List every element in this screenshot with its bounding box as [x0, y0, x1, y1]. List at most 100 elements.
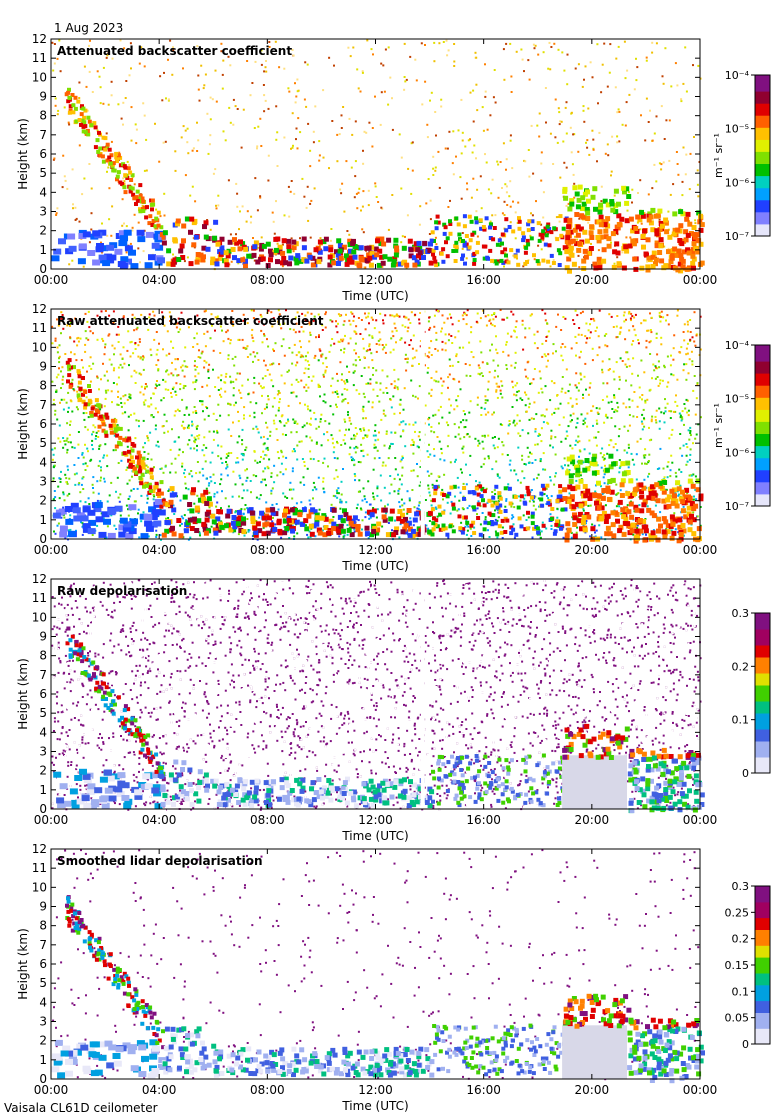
data-gap — [420, 579, 425, 809]
x-tick-label: 00:00 — [34, 273, 69, 287]
y-axis-label: Height (km) — [16, 658, 30, 729]
colorbar-tick-label: 0.2 — [732, 933, 750, 946]
x-axis-label: Time (UTC) — [341, 829, 408, 843]
y-tick-label: 9 — [39, 360, 47, 374]
x-tick-label: 16:00 — [466, 543, 501, 557]
x-tick-label: 04:00 — [142, 1083, 177, 1097]
y-tick-label: 2 — [39, 494, 47, 508]
y-tick-label: 10 — [32, 880, 47, 894]
y-tick-label: 3 — [39, 1015, 47, 1029]
y-tick-label: 8 — [39, 379, 47, 393]
y-tick-label: 7 — [39, 128, 47, 142]
heatmap-3 — [51, 579, 705, 814]
colorbar-unit-label: m⁻¹ sr⁻¹ — [712, 403, 725, 448]
y-tick-label: 5 — [39, 976, 47, 990]
colorbar-tick-label: 10⁻⁶ — [725, 446, 750, 459]
x-tick-label: 00:00 — [683, 1083, 718, 1097]
x-tick-label: 20:00 — [575, 1083, 610, 1097]
y-tick-label: 7 — [39, 938, 47, 952]
panel-2: Raw attenuated backscatter coefficient 0 1… — [16, 302, 771, 573]
colorbar-tick-label: 0 — [742, 1038, 749, 1051]
y-tick-label: 8 — [39, 109, 47, 123]
heatmap-2 — [51, 309, 704, 544]
colorbar-tick-label: 0.15 — [725, 959, 750, 972]
y-tick-label: 2 — [39, 764, 47, 778]
y-axis-label: Height (km) — [16, 118, 30, 189]
y-tick-label: 12 — [32, 842, 47, 856]
x-tick-label: 04:00 — [142, 813, 177, 827]
y-tick-label: 6 — [39, 147, 47, 161]
x-tick-label: 08:00 — [250, 543, 285, 557]
x-tick-label: 20:00 — [575, 813, 610, 827]
heatmap-4 — [51, 849, 705, 1084]
colorbar-tick-label: 10⁻⁵ — [725, 393, 749, 406]
y-tick-label: 1 — [39, 783, 47, 797]
colorbar-tick-label: 0.3 — [732, 607, 750, 620]
x-tick-label: 16:00 — [466, 1083, 501, 1097]
y-tick-label: 11 — [32, 51, 47, 65]
y-tick-label: 12 — [32, 302, 47, 316]
y-tick-label: 0 — [39, 802, 47, 816]
x-tick-label: 20:00 — [575, 543, 610, 557]
x-tick-label: 00:00 — [683, 813, 718, 827]
colorbar-tick-label: 10⁻⁷ — [725, 500, 749, 513]
colorbar-frame — [754, 344, 771, 507]
date-label: 1 Aug 2023 — [54, 21, 124, 35]
y-tick-label: 7 — [39, 398, 47, 412]
colorbar-tick-label: 0.1 — [732, 714, 750, 727]
y-tick-label: 4 — [39, 995, 47, 1009]
x-tick-label: 12:00 — [358, 813, 393, 827]
x-tick-label: 12:00 — [358, 273, 393, 287]
y-tick-label: 8 — [39, 649, 47, 663]
x-tick-label: 16:00 — [466, 813, 501, 827]
x-tick-label: 00:00 — [34, 813, 69, 827]
y-tick-label: 3 — [39, 205, 47, 219]
y-tick-label: 6 — [39, 687, 47, 701]
y-tick-label: 2 — [39, 1034, 47, 1048]
heatmap-1 — [51, 39, 705, 274]
instrument-label: Vaisala CL61D ceilometer — [4, 1101, 158, 1115]
y-tick-label: 10 — [32, 70, 47, 84]
x-tick-label: 12:00 — [358, 543, 393, 557]
y-tick-label: 0 — [39, 262, 47, 276]
y-tick-label: 8 — [39, 919, 47, 933]
x-tick-label: 08:00 — [250, 813, 285, 827]
y-axis-label: Height (km) — [16, 388, 30, 459]
y-tick-label: 7 — [39, 668, 47, 682]
x-tick-label: 08:00 — [250, 273, 285, 287]
y-tick-label: 4 — [39, 455, 47, 469]
colorbar-tick-label: 10⁻⁶ — [725, 176, 750, 189]
y-tick-label: 12 — [32, 572, 47, 586]
plot-frame — [50, 308, 701, 540]
y-tick-label: 3 — [39, 745, 47, 759]
y-tick-label: 12 — [32, 32, 47, 46]
x-tick-label: 16:00 — [466, 273, 501, 287]
y-tick-label: 9 — [39, 630, 47, 644]
y-tick-label: 6 — [39, 957, 47, 971]
panel-title: Raw attenuated backscatter coefficient — [57, 314, 324, 328]
x-axis-label: Time (UTC) — [341, 1099, 408, 1113]
colorbar-tick-label: 10⁻⁷ — [725, 230, 749, 243]
colorbar-tick-label: 0.1 — [732, 985, 750, 998]
x-tick-label: 04:00 — [142, 543, 177, 557]
colorbar-tick-label: 10⁻⁵ — [725, 123, 749, 136]
y-tick-label: 11 — [32, 591, 47, 605]
y-tick-label: 1 — [39, 1053, 47, 1067]
x-axis-label: Time (UTC) — [341, 289, 408, 303]
y-tick-label: 9 — [39, 900, 47, 914]
data-gap — [420, 309, 425, 539]
colorbar-unit-label: m⁻¹ sr⁻¹ — [712, 133, 725, 178]
colorbar-tick-label: 0.2 — [732, 660, 750, 673]
panel-1: Attenuated backscatter coefficient012345… — [16, 32, 771, 303]
y-tick-label: 9 — [39, 90, 47, 104]
x-tick-label: 20:00 — [575, 273, 610, 287]
y-tick-label: 4 — [39, 725, 47, 739]
colorbar-3: 0 0.1 0.2 0.3 — [732, 607, 771, 780]
x-tick-label: 04:00 — [142, 273, 177, 287]
panel-title: Smoothed lidar depolarisation — [57, 854, 263, 868]
panel-title: Raw depolarisation — [57, 584, 187, 598]
colorbar-frame — [754, 74, 771, 237]
panel-4: Smoothed lidar depolarisation01234567891… — [16, 842, 771, 1113]
y-tick-label: 5 — [39, 436, 47, 450]
